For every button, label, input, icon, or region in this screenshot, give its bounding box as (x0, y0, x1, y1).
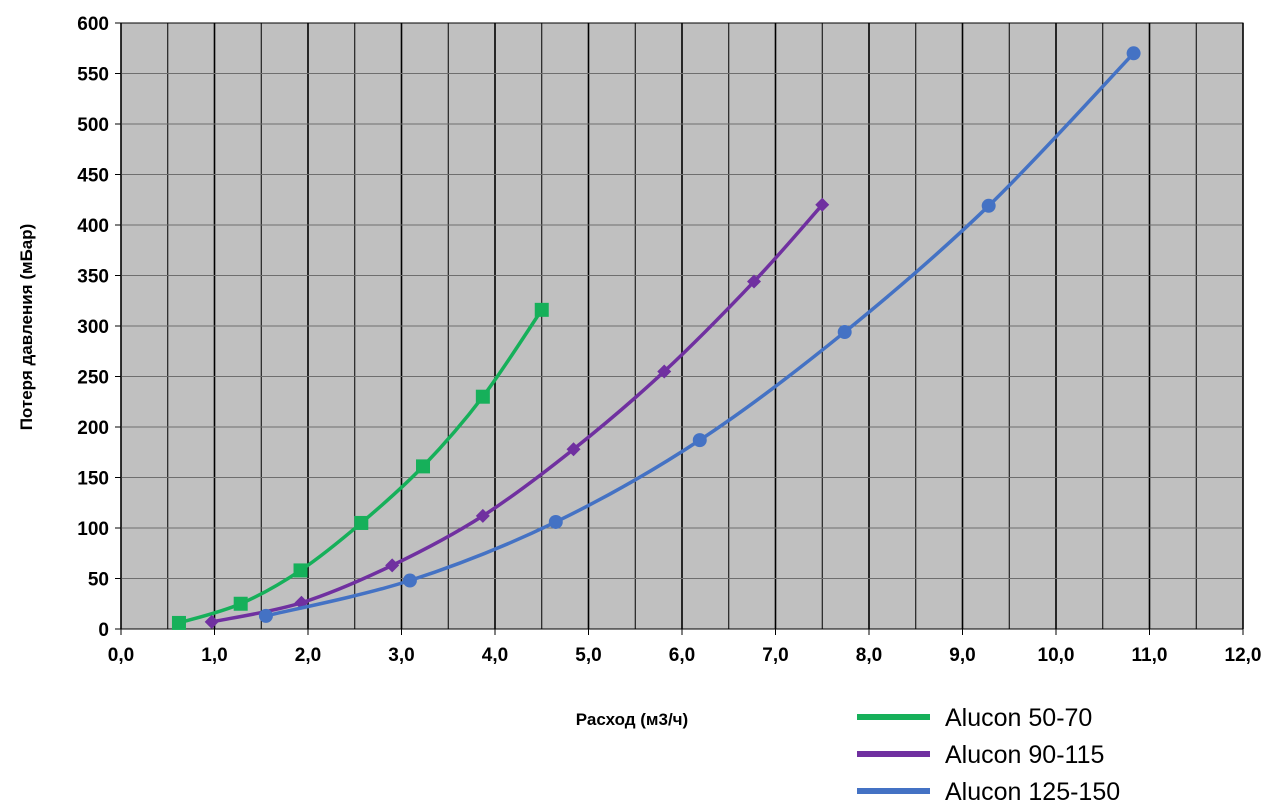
x-tick-label: 10,0 (1038, 645, 1075, 666)
data-point-circle (402, 573, 417, 588)
y-tick-label: 200 (77, 418, 109, 439)
y-tick-label: 600 (77, 14, 109, 35)
legend-label: Alucon 125-150 (945, 778, 1120, 803)
series-alucon-90-115 (204, 197, 830, 629)
y-tick-label: 350 (77, 267, 109, 288)
data-point-diamond (566, 442, 581, 457)
data-point-square (171, 615, 186, 630)
x-axis-ticks: 0,0 1,0 2,0 3,0 4,0 5,0 6,0 7,0 8,0 9,0 10,0 11,0 12… (108, 629, 1262, 666)
series-alucon-125-150 (258, 46, 1141, 623)
series-layer (171, 46, 1141, 630)
data-point-square (233, 596, 248, 611)
series-line (209, 203, 824, 624)
data-point-diamond (385, 558, 400, 573)
data-point-circle (692, 433, 707, 448)
y-tick-label: 550 (77, 65, 109, 86)
x-tick-label: 0,0 (108, 645, 134, 666)
y-tick-label: 450 (77, 166, 109, 187)
x-tick-label: 3,0 (388, 645, 414, 666)
x-axis-title: Расход (м3/ч) (576, 710, 688, 729)
data-point-circle (1126, 46, 1141, 61)
data-point-diamond (657, 364, 672, 379)
x-tick-label: 12,0 (1225, 645, 1262, 666)
data-point-diamond (815, 197, 830, 212)
x-tick-label: 4,0 (482, 645, 508, 666)
data-point-diamond (746, 274, 761, 289)
y-tick-label: 250 (77, 368, 109, 389)
data-point-circle (258, 608, 273, 623)
y-tick-label: 100 (77, 519, 109, 540)
x-tick-label: 7,0 (762, 645, 788, 666)
legend-item-alucon-50-70: Alucon 50-70 (857, 704, 1092, 732)
data-point-square (354, 515, 369, 530)
data-point-circle (981, 198, 996, 213)
legend-item-alucon-125-150: Alucon 125-150 (857, 778, 1120, 803)
x-tick-label: 5,0 (575, 645, 601, 666)
series-alucon-50-70 (171, 302, 549, 630)
y-axis-title: Потеря давления (мБар) (17, 224, 36, 431)
x-tick-label: 1,0 (201, 645, 227, 666)
x-tick-label: 6,0 (669, 645, 695, 666)
legend: Alucon 50-70 Alucon 90-115 Alucon 125-150 (857, 704, 1120, 803)
data-point-diamond (475, 508, 490, 523)
x-tick-label: 11,0 (1132, 645, 1168, 666)
legend-label: Alucon 50-70 (945, 704, 1092, 732)
x-tick-label: 8,0 (856, 645, 882, 666)
legend-item-alucon-90-115: Alucon 90-115 (857, 741, 1104, 769)
y-tick-label: 150 (77, 469, 109, 490)
y-axis-ticks: 0 50 100 150 200 250 300 350 400 450 500 550 600 (77, 14, 121, 641)
data-point-diamond (204, 614, 219, 629)
data-point-circle (837, 325, 852, 340)
x-tick-label: 9,0 (949, 645, 975, 666)
data-point-square (534, 302, 549, 317)
y-tick-label: 0 (98, 620, 109, 641)
data-point-square (293, 563, 308, 578)
data-point-circle (548, 514, 563, 529)
data-point-square (475, 389, 490, 404)
data-point-square (416, 459, 431, 474)
y-tick-label: 300 (77, 317, 109, 338)
y-tick-label: 500 (77, 115, 109, 136)
y-tick-label: 400 (77, 216, 109, 237)
legend-label: Alucon 90-115 (945, 741, 1104, 769)
y-tick-label: 50 (88, 570, 109, 591)
x-tick-label: 2,0 (295, 645, 321, 666)
